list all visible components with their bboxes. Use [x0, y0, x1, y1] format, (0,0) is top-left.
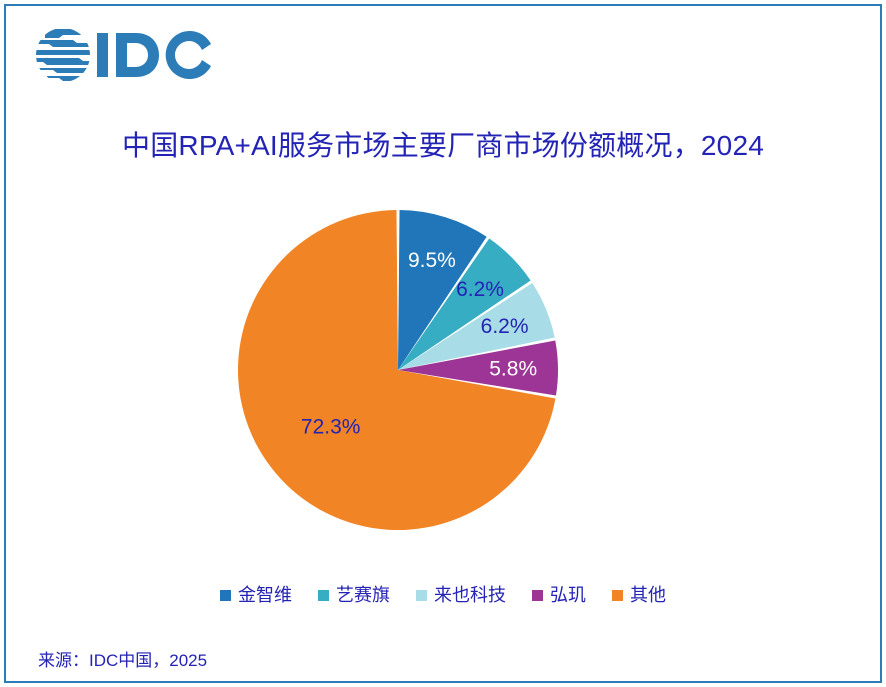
pie-slice[interactable]	[238, 210, 556, 531]
pie-slice-label: 6.2%	[456, 278, 504, 301]
legend-swatch-icon	[318, 589, 329, 601]
page-title: 中国RPA+AI服务市场主要厂商市场份额概况，2024	[122, 130, 764, 161]
legend-swatch-icon	[416, 589, 427, 601]
source-note: 来源：IDC中国，2025	[38, 651, 208, 670]
pie-slice[interactable]	[398, 210, 487, 370]
legend-item[interactable]: 来也科技	[416, 586, 506, 604]
idc-logo	[33, 24, 213, 86]
idc-globe-icon	[36, 29, 90, 81]
legend-item[interactable]: 金智维	[220, 586, 292, 604]
legend-swatch-icon	[612, 589, 623, 601]
legend-item[interactable]: 艺赛旗	[318, 586, 390, 604]
pie-slice[interactable]	[398, 283, 555, 370]
legend-item-label: 艺赛旗	[336, 585, 390, 605]
legend-item-label: 金智维	[238, 585, 292, 605]
pie-slice-label: 9.5%	[408, 249, 456, 272]
legend-item-label: 其他	[630, 585, 666, 605]
pie-chart: 9.5% 6.2% 6.2% 5.8% 72.3%	[0, 185, 886, 560]
pie-slice-label: 5.8%	[489, 358, 537, 381]
idc-wordmark	[97, 31, 211, 79]
legend-swatch-icon	[220, 589, 231, 601]
legend-item[interactable]: 弘玑	[532, 586, 586, 604]
legend-item[interactable]: 其他	[612, 586, 666, 604]
pie-chart-svg: 9.5%6.2%6.2%5.8%72.3%	[238, 210, 559, 531]
legend-item-label: 弘玑	[550, 585, 586, 605]
pie-slice-label: 72.3%	[301, 416, 361, 439]
legend-item-label: 来也科技	[434, 585, 506, 605]
legend-swatch-icon	[532, 589, 543, 601]
pie-slice[interactable]	[398, 340, 559, 396]
chart-legend: 金智维 艺赛旗 来也科技 弘玑 其他	[0, 586, 886, 604]
pie-slice[interactable]	[398, 238, 531, 370]
pie-slice-label: 6.2%	[481, 315, 529, 338]
